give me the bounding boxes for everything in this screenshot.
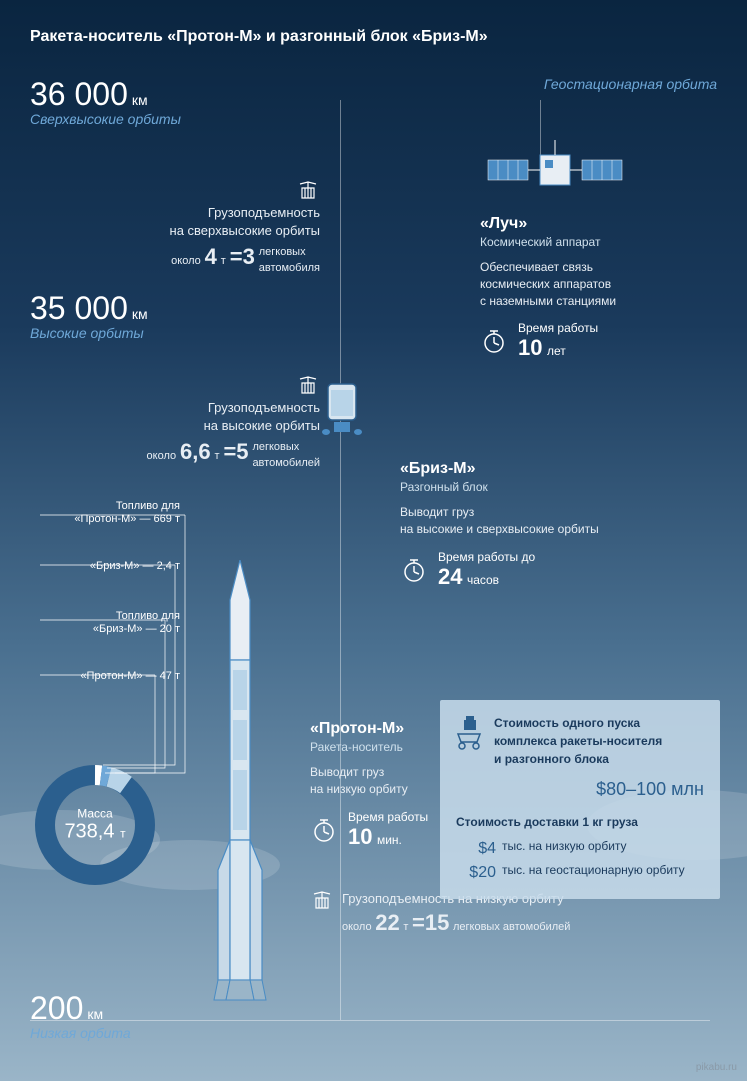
orbit-low: 200км Низкая орбита	[30, 990, 131, 1041]
geo-orbit-label: Геостационарная орбита	[544, 76, 717, 92]
page-title: Ракета-носитель «Протон-М» и разгонный б…	[30, 28, 717, 46]
rocket-icon	[200, 560, 280, 1035]
briz-icon	[318, 380, 366, 443]
satellite-icon	[480, 140, 630, 205]
cargo-icon	[296, 375, 320, 399]
clock-icon	[310, 816, 338, 844]
mass-donut: Масса 738,4 т	[30, 760, 160, 890]
cost-box: Стоимость одного пуска комплекса ракеты-…	[440, 700, 720, 899]
mass-leader-lines	[30, 500, 200, 790]
orbit-high: 35 000км Высокие орбиты	[30, 290, 148, 341]
mass-label-briz: «Бриз-М» — 2,4 т	[30, 560, 180, 573]
payload-high: Грузоподъемность на высокие орбиты около…	[30, 375, 320, 471]
baseline	[30, 1020, 710, 1021]
mass-label-fuel-proton: Топливо для «Протон-М» — 669 т	[30, 500, 180, 526]
price-icon	[456, 714, 484, 755]
luch-block: «Луч» Космический аппарат Обеспечивает с…	[480, 215, 710, 361]
mass-label-fuel-briz: Топливо для «Бриз-М» — 20 т	[30, 610, 180, 636]
cargo-icon	[296, 180, 320, 204]
clock-icon	[480, 327, 508, 355]
briz-block: «Бриз-М» Разгонный блок Выводит груз на …	[400, 460, 680, 590]
orbit-super-high: 36 000км Сверхвысокие орбиты	[30, 76, 181, 127]
mass-label-proton: «Протон-М» — 47 т	[30, 670, 180, 683]
clock-icon	[400, 556, 428, 584]
payload-super-high: Грузоподъемность на сверхвысокие орбиты …	[30, 180, 320, 276]
cargo-icon	[310, 890, 334, 914]
